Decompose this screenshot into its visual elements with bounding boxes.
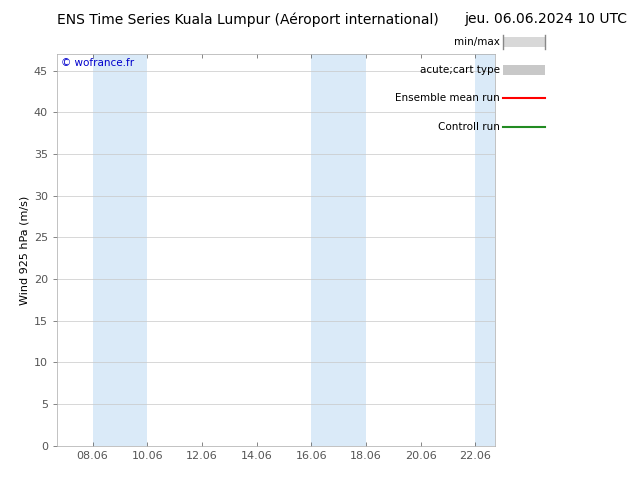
Text: Controll run: Controll run bbox=[437, 122, 500, 132]
Y-axis label: Wind 925 hPa (m/s): Wind 925 hPa (m/s) bbox=[20, 196, 30, 304]
Text: jeu. 06.06.2024 10 UTC: jeu. 06.06.2024 10 UTC bbox=[465, 12, 628, 26]
Text: min/max: min/max bbox=[454, 37, 500, 47]
Text: acute;cart type: acute;cart type bbox=[420, 65, 500, 75]
Bar bbox=[93, 54, 147, 446]
Bar bbox=[311, 54, 366, 446]
Text: ENS Time Series Kuala Lumpur (Aéroport international): ENS Time Series Kuala Lumpur (Aéroport i… bbox=[57, 12, 439, 27]
Text: Ensemble mean run: Ensemble mean run bbox=[395, 94, 500, 103]
Bar bbox=[476, 54, 516, 446]
Text: © wofrance.fr: © wofrance.fr bbox=[61, 58, 134, 68]
